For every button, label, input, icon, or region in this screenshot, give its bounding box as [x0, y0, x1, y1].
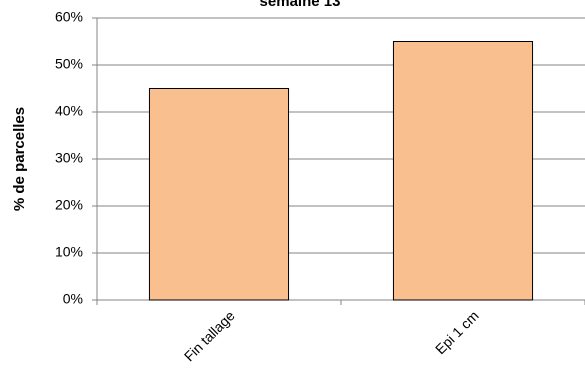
y-tick-label: 20% [55, 197, 83, 213]
x-tick-label: Epi 1 cm [432, 307, 482, 357]
y-tick-label: 60% [55, 9, 83, 25]
y-tick-label: 40% [55, 103, 83, 119]
chart-title: semaine 13 [260, 0, 341, 10]
y-axis-label: % de parcelles [11, 107, 28, 211]
y-tick-label: 30% [55, 150, 83, 166]
y-tick-label: 50% [55, 56, 83, 72]
y-tick-label: 0% [63, 291, 83, 307]
x-tick-label: Fin tallage [181, 307, 238, 364]
bar [148, 88, 290, 301]
bar [392, 41, 534, 301]
y-tick-label: 10% [55, 244, 83, 260]
